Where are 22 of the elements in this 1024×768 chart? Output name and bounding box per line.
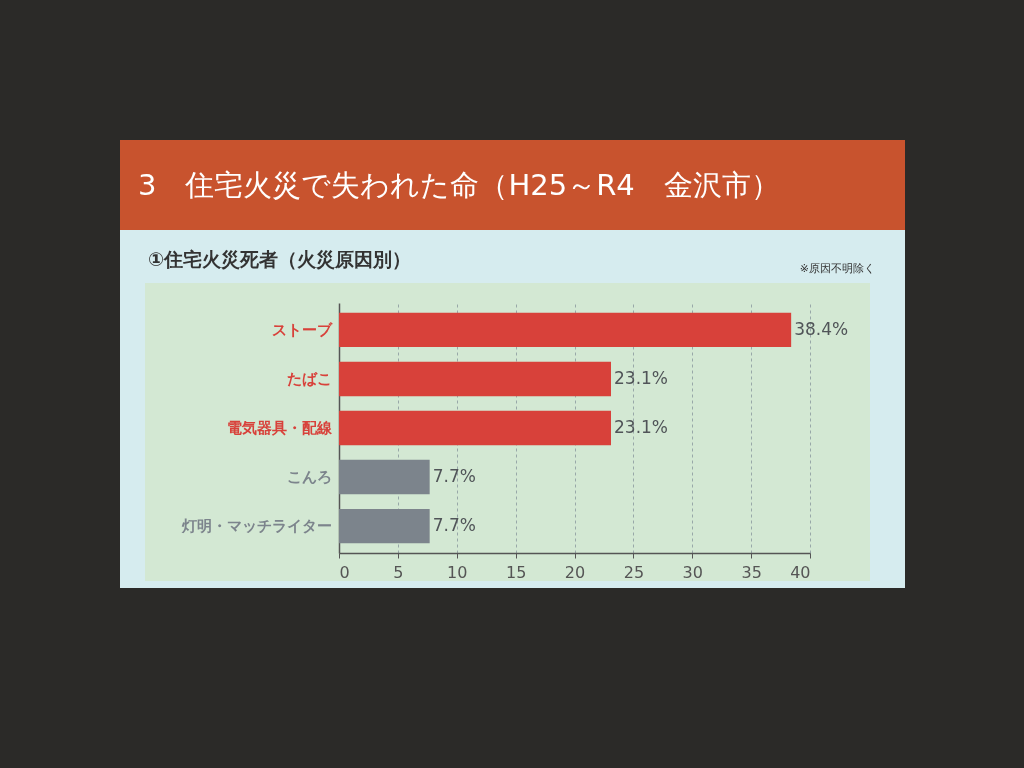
data-label: 23.1% bbox=[614, 367, 669, 388]
x-tick-label: 35 bbox=[741, 562, 762, 582]
x-tick-label: 0 bbox=[339, 562, 350, 582]
x-tick-label: 30 bbox=[682, 562, 703, 582]
data-label: 7.7% bbox=[432, 515, 476, 536]
chart-title: 3 住宅火災で失われた命（H25～R4 金沢市） bbox=[138, 167, 780, 204]
x-tick-label: 10 bbox=[447, 562, 468, 582]
x-tick-label: 5 bbox=[393, 562, 404, 582]
y-tick-label: こんろ bbox=[286, 468, 332, 487]
x-tick-label: 40 bbox=[790, 562, 811, 582]
data-label: 23.1% bbox=[614, 417, 669, 437]
x-tick-label: 20 bbox=[564, 562, 586, 582]
y-tick-label: たばこ bbox=[286, 369, 332, 388]
y-tick-label: 灯明・マッチライター bbox=[180, 517, 332, 536]
data-label: 38.4% bbox=[794, 318, 849, 339]
y-tick-label: 電気器具・配線 bbox=[226, 419, 333, 437]
x-tick-label: 25 bbox=[623, 562, 645, 582]
data-label: 7.7% bbox=[432, 466, 476, 487]
chart-subtitle: ①住宅火災死者（火災原因別） bbox=[148, 247, 412, 272]
text: ※原因不明除く bbox=[799, 261, 875, 276]
x-tick-label: 15 bbox=[505, 562, 527, 582]
y-tick-label: ストーブ bbox=[271, 320, 333, 339]
